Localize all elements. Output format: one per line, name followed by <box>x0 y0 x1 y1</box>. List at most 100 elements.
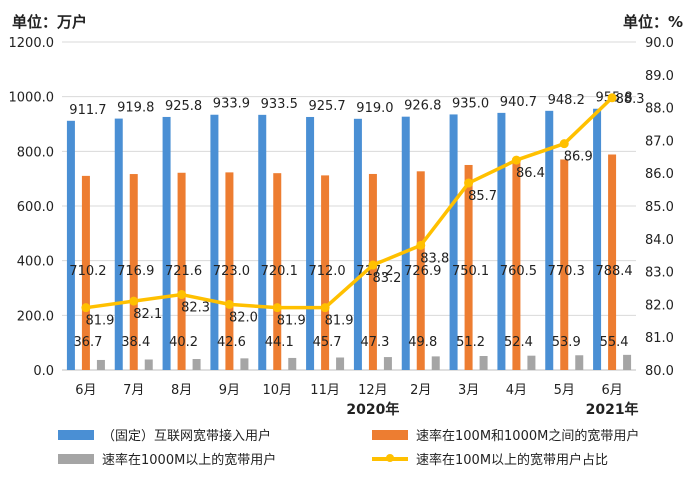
bar-100m-1000m <box>321 175 330 370</box>
data-label-1000m: 53.9 <box>552 335 581 350</box>
y-right-tick-label: 85.0 <box>645 200 674 215</box>
data-label-total: 919.0 <box>356 101 393 116</box>
data-label-100m-1000m: 750.1 <box>452 264 489 279</box>
share-line-point <box>81 303 91 313</box>
y-right-tick-label: 88.0 <box>645 102 674 117</box>
legend-label-100m-1000m: 速率在100M和1000M之间的宽带用户 <box>416 429 640 444</box>
y-right-tick-label: 83.0 <box>645 266 674 281</box>
share-line-point <box>511 155 521 165</box>
bar-1000m <box>575 355 584 370</box>
data-label-share: 86.9 <box>564 150 593 165</box>
y-right-tick-label: 89.0 <box>645 69 674 84</box>
share-line-point <box>416 240 426 250</box>
data-label-100m-1000m: 788.4 <box>595 264 632 279</box>
x-tick-label: 5月 <box>554 383 575 398</box>
data-label-share: 85.7 <box>468 189 497 204</box>
legend-swatch-100m-1000m <box>372 429 408 440</box>
bar-total <box>114 118 123 370</box>
year-label: 2020年 <box>346 401 399 418</box>
data-label-total: 940.7 <box>500 95 537 110</box>
y-left-tick-label: 800.0 <box>17 145 54 160</box>
bar-total <box>497 112 506 370</box>
data-label-1000m: 38.4 <box>121 335 150 350</box>
share-line-point <box>607 93 617 103</box>
bar-100m-1000m <box>464 164 473 370</box>
data-label-1000m: 45.7 <box>313 335 342 350</box>
x-tick-label: 6月 <box>601 383 622 398</box>
bar-100m-1000m <box>81 175 90 370</box>
legend-label-total: （固定）互联网宽带接入用户 <box>102 429 272 444</box>
x-tick-label: 10月 <box>262 383 292 398</box>
share-line-point <box>177 290 187 300</box>
y-left-tick-label: 1000.0 <box>9 91 55 106</box>
data-label-share: 82.1 <box>133 307 162 322</box>
data-label-1000m: 44.1 <box>265 335 294 350</box>
data-label-total: 933.9 <box>213 97 250 112</box>
y-right-tick-label: 82.0 <box>645 298 674 313</box>
bar-100m-1000m <box>512 162 521 370</box>
bar-total <box>593 108 602 371</box>
data-label-1000m: 42.6 <box>217 335 246 350</box>
data-label-share: 83.8 <box>420 251 449 266</box>
y-right-tick-label: 84.0 <box>645 233 674 248</box>
x-tick-label: 11月 <box>310 383 340 398</box>
left-unit-label: 单位：万户 <box>12 13 88 31</box>
right-unit-label: 单位：% <box>622 13 683 31</box>
data-label-total: 925.8 <box>165 99 202 114</box>
x-tick-label: 8月 <box>171 383 192 398</box>
bar-100m-1000m <box>608 154 617 370</box>
data-label-100m-1000m: 716.9 <box>117 264 154 279</box>
bar-100m-1000m <box>177 172 186 370</box>
data-label-100m-1000m: 710.2 <box>69 264 106 279</box>
legend-item-total: （固定）互联网宽带接入用户 <box>58 425 271 444</box>
y-right-tick-label: 86.0 <box>645 167 674 182</box>
data-label-1000m: 47.3 <box>360 335 389 350</box>
data-label-100m-1000m: 723.0 <box>213 264 250 279</box>
legend-swatch-1000m <box>58 453 94 464</box>
x-tick-label: 4月 <box>506 383 527 398</box>
legend-label-1000m: 速率在1000M以上的宽带用户 <box>102 453 277 468</box>
data-label-share: 82.0 <box>229 310 258 325</box>
data-label-share: 86.4 <box>516 166 545 181</box>
x-tick-label: 12月 <box>358 383 388 398</box>
x-tick-label: 3月 <box>458 383 479 398</box>
share-line-point <box>272 303 282 313</box>
data-label-1000m: 36.7 <box>73 335 102 350</box>
data-label-total: 919.8 <box>117 101 154 116</box>
data-label-100m-1000m: 720.1 <box>261 264 298 279</box>
data-label-total: 935.0 <box>452 96 489 111</box>
share-line-point <box>320 303 330 313</box>
data-label-share: 81.9 <box>85 314 114 329</box>
x-tick-label: 2月 <box>410 383 431 398</box>
y-left-tick-label: 600.0 <box>17 200 54 215</box>
bar-1000m <box>479 356 488 370</box>
bar-1000m <box>144 359 153 370</box>
bar-total <box>258 114 267 371</box>
x-tick-label: 6月 <box>75 383 96 398</box>
bar-total <box>401 116 410 370</box>
data-label-share: 81.9 <box>277 314 306 329</box>
data-label-100m-1000m: 712.0 <box>308 264 345 279</box>
bar-100m-1000m <box>273 173 282 370</box>
share-line-point <box>368 260 378 270</box>
bar-total <box>66 120 75 370</box>
data-label-1000m: 52.4 <box>504 335 533 350</box>
data-label-total: 926.8 <box>404 99 441 114</box>
y-left-tick-label: 200.0 <box>17 309 54 324</box>
data-label-1000m: 51.2 <box>456 335 485 350</box>
data-label-share: 81.9 <box>325 314 354 329</box>
data-label-total: 911.7 <box>69 103 106 118</box>
data-label-100m-1000m: 770.3 <box>548 264 585 279</box>
share-line-point <box>129 296 139 306</box>
data-label-total: 933.5 <box>261 97 298 112</box>
share-line-point <box>559 139 569 149</box>
x-tick-label: 7月 <box>123 383 144 398</box>
bar-1000m <box>336 357 345 370</box>
bar-total <box>306 116 315 370</box>
data-label-share: 88.3 <box>616 92 645 107</box>
bar-100m-1000m <box>129 174 138 370</box>
y-right-tick-label: 90.0 <box>645 36 674 51</box>
data-label-1000m: 55.4 <box>600 335 629 350</box>
